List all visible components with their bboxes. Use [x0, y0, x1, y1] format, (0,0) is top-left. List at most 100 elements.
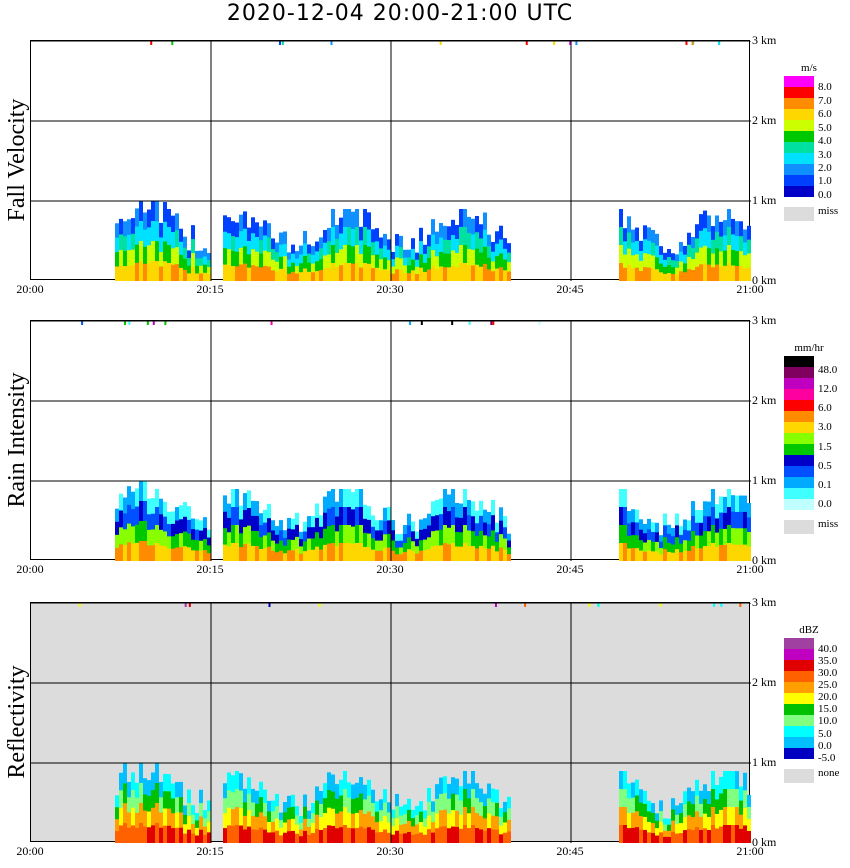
x-tick-label: 20:30: [376, 844, 404, 858]
precip-cell: [419, 822, 423, 834]
precip-cell: [499, 520, 503, 536]
precip-cell: [655, 532, 659, 543]
precip-cell: [135, 827, 139, 843]
precip-cell: [183, 824, 187, 835]
precip-cell: [687, 268, 691, 281]
precip-cell: [299, 531, 303, 541]
precip-cell: [399, 833, 403, 843]
precip-cell: [475, 813, 479, 830]
precip-cell: [283, 812, 287, 824]
precip-cell: [395, 540, 399, 549]
precip-cell: [339, 827, 343, 843]
precip-cell: [739, 236, 743, 253]
precip-cell: [183, 502, 187, 518]
precip-cell: [351, 813, 355, 830]
precip-cell: [271, 550, 275, 561]
precip-cell: [435, 530, 439, 547]
precip-cell: [379, 270, 383, 281]
precip-cell: [227, 772, 231, 792]
precip-cell: [671, 544, 675, 554]
precip-cell: [743, 544, 747, 561]
colorbar-label: 10.0: [818, 715, 838, 728]
precip-cell: [635, 811, 639, 829]
precip-cell: [507, 271, 511, 281]
precip-cell: [455, 224, 459, 240]
precip-cell: [255, 546, 259, 561]
precip-cell: [719, 776, 723, 795]
precip-cell: [691, 516, 695, 533]
precip-cell: [195, 540, 199, 552]
precip-cell: [143, 263, 147, 281]
colorbar-swatch: [784, 726, 814, 737]
precip-cell: [187, 265, 191, 275]
colorbar-swatch: [784, 682, 814, 693]
precip-cell: [323, 230, 327, 244]
precip-cell: [319, 804, 323, 819]
precip-cell: [727, 507, 731, 526]
precip-cell: [375, 811, 379, 824]
precip-cell: [635, 240, 639, 256]
precip-cell: [299, 816, 303, 824]
precip-cell: [323, 528, 327, 546]
precip-cell: [199, 273, 203, 281]
precip-cell: [447, 226, 451, 241]
precip-cell: [355, 782, 359, 799]
precip-cell: [415, 273, 419, 281]
precip-cell: [643, 551, 647, 561]
top-echo: [451, 321, 454, 325]
precip-cell: [235, 771, 239, 790]
precip-cell: [471, 771, 475, 790]
precip-cell: [179, 228, 183, 243]
precip-cell: [403, 804, 407, 816]
y-tick-label: 3 km: [752, 595, 777, 609]
precip-cell: [503, 259, 507, 272]
precip-cell: [351, 509, 355, 528]
precip-cell: [275, 261, 279, 273]
precip-cell: [507, 547, 511, 556]
precip-cell: [151, 201, 155, 222]
precip-cell: [743, 255, 747, 270]
precip-cell: [387, 270, 391, 281]
precip-cell: [747, 253, 751, 269]
precip-cell: [707, 516, 711, 533]
precip-cell: [363, 799, 367, 815]
precip-cell: [319, 538, 323, 551]
precip-cell: [311, 803, 315, 815]
precip-cell: [503, 812, 507, 824]
precip-cell: [639, 802, 643, 818]
precip-cell: [263, 522, 267, 537]
precip-cell: [659, 800, 663, 813]
precip-cell: [423, 826, 427, 836]
precip-cell: [695, 238, 699, 254]
precip-cell: [483, 246, 487, 265]
precip-cell: [131, 807, 135, 827]
precip-cell: [679, 823, 683, 835]
precip-cell: [707, 501, 711, 518]
precip-cell: [507, 533, 511, 542]
precip-cell: [739, 544, 743, 561]
precip-cell: [683, 272, 687, 281]
precip-cell: [735, 251, 739, 268]
precip-cell: [639, 519, 643, 531]
precip-cell: [699, 816, 703, 831]
precip-cell: [415, 805, 419, 817]
precip-cell: [747, 267, 751, 281]
precip-cell: [291, 806, 295, 820]
precip-cell: [667, 249, 671, 259]
colorbar-swatch: [784, 748, 814, 759]
precip-cell: [115, 252, 119, 268]
precip-cell: [647, 811, 651, 823]
precip-cell: [291, 262, 295, 273]
precip-cell: [463, 245, 467, 264]
precip-cell: [255, 222, 259, 238]
top-echo: [281, 41, 284, 45]
precip-cell: [451, 219, 455, 237]
precip-cell: [231, 266, 235, 281]
precip-cell: [127, 250, 131, 267]
precip-cell: [747, 225, 751, 241]
precip-cell: [147, 811, 151, 829]
precip-cell: [247, 240, 251, 256]
precip-cell: [639, 250, 643, 262]
precip-cell: [227, 217, 231, 235]
precip-cell: [483, 229, 487, 248]
